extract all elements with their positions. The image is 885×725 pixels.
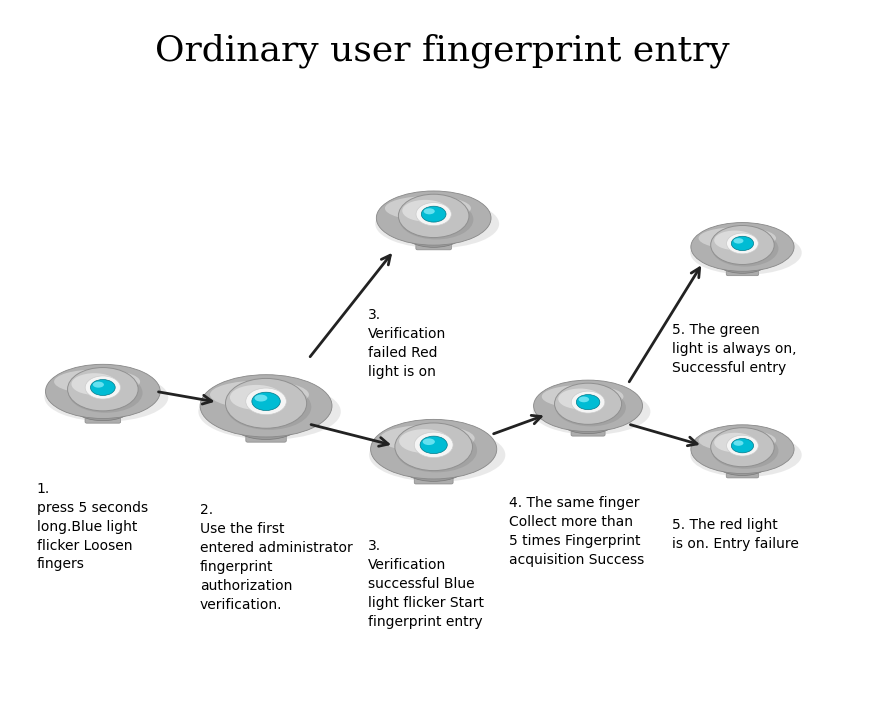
- Ellipse shape: [714, 433, 756, 452]
- Ellipse shape: [559, 407, 616, 434]
- Ellipse shape: [716, 450, 769, 476]
- Ellipse shape: [414, 432, 453, 457]
- Ellipse shape: [424, 208, 435, 215]
- Text: 5. The red light
is on. Entry failure: 5. The red light is on. Entry failure: [672, 518, 799, 551]
- Ellipse shape: [555, 384, 621, 424]
- Ellipse shape: [714, 231, 756, 250]
- Text: 2.
Use the first
entered administrator
fingerprint
authorization
verification.: 2. Use the first entered administrator f…: [200, 503, 352, 612]
- Ellipse shape: [712, 231, 779, 267]
- Ellipse shape: [68, 373, 142, 413]
- Ellipse shape: [711, 428, 774, 467]
- Ellipse shape: [252, 392, 281, 410]
- Ellipse shape: [371, 419, 496, 479]
- Ellipse shape: [200, 375, 332, 437]
- Ellipse shape: [731, 236, 753, 251]
- Ellipse shape: [716, 248, 769, 273]
- Ellipse shape: [698, 429, 776, 452]
- Ellipse shape: [395, 423, 473, 471]
- FancyBboxPatch shape: [414, 458, 453, 484]
- Ellipse shape: [93, 381, 104, 388]
- Ellipse shape: [558, 389, 602, 409]
- Ellipse shape: [398, 194, 469, 238]
- Ellipse shape: [556, 389, 626, 426]
- Ellipse shape: [226, 378, 306, 428]
- FancyBboxPatch shape: [416, 226, 451, 250]
- Ellipse shape: [72, 373, 118, 395]
- Text: 3.
Verification
failed Red
light is on: 3. Verification failed Red light is on: [367, 308, 446, 379]
- Ellipse shape: [232, 407, 300, 439]
- Ellipse shape: [403, 200, 448, 222]
- Ellipse shape: [404, 219, 464, 247]
- Ellipse shape: [399, 429, 450, 453]
- Ellipse shape: [67, 368, 138, 411]
- Ellipse shape: [399, 199, 473, 239]
- Ellipse shape: [576, 394, 600, 410]
- Ellipse shape: [690, 433, 802, 477]
- Ellipse shape: [369, 428, 505, 481]
- Text: 1.
press 5 seconds
long.Blue light
flicker Loosen
fingers: 1. press 5 seconds long.Blue light flick…: [36, 481, 148, 571]
- Ellipse shape: [691, 223, 794, 271]
- Ellipse shape: [734, 238, 743, 244]
- FancyBboxPatch shape: [727, 457, 758, 478]
- Ellipse shape: [727, 233, 758, 254]
- Text: 3.
Verification
successful Blue
light flicker Start
fingerprint entry: 3. Verification successful Blue light fl…: [367, 539, 483, 629]
- Text: 4. The same finger
Collect more than
5 times Fingerprint
acquisition Success: 4. The same finger Collect more than 5 t…: [509, 496, 644, 567]
- Ellipse shape: [44, 373, 168, 421]
- Ellipse shape: [230, 385, 282, 410]
- Ellipse shape: [85, 376, 120, 399]
- Ellipse shape: [73, 392, 133, 420]
- Ellipse shape: [691, 425, 794, 473]
- Ellipse shape: [533, 389, 650, 435]
- Ellipse shape: [421, 206, 446, 222]
- Ellipse shape: [401, 450, 466, 481]
- Ellipse shape: [375, 199, 499, 248]
- Text: Ordinary user fingerprint entry: Ordinary user fingerprint entry: [155, 34, 730, 68]
- Ellipse shape: [416, 202, 451, 225]
- Ellipse shape: [226, 384, 312, 430]
- Ellipse shape: [727, 435, 758, 456]
- Ellipse shape: [420, 436, 447, 454]
- Ellipse shape: [198, 384, 341, 439]
- FancyBboxPatch shape: [246, 415, 286, 442]
- Ellipse shape: [711, 225, 774, 265]
- Ellipse shape: [246, 388, 287, 415]
- Ellipse shape: [572, 392, 604, 413]
- Ellipse shape: [690, 231, 802, 275]
- Ellipse shape: [45, 364, 160, 418]
- Ellipse shape: [396, 428, 477, 472]
- Ellipse shape: [534, 380, 643, 431]
- FancyBboxPatch shape: [85, 399, 120, 423]
- Ellipse shape: [731, 439, 753, 453]
- Ellipse shape: [734, 440, 743, 446]
- Ellipse shape: [579, 397, 589, 402]
- Ellipse shape: [255, 394, 267, 402]
- Ellipse shape: [376, 191, 491, 245]
- Ellipse shape: [54, 370, 140, 394]
- Ellipse shape: [712, 433, 779, 469]
- FancyBboxPatch shape: [571, 414, 605, 436]
- Ellipse shape: [423, 439, 435, 445]
- Ellipse shape: [542, 385, 623, 408]
- FancyBboxPatch shape: [727, 254, 758, 276]
- Text: 5. The green
light is always on,
Successful entry: 5. The green light is always on, Success…: [672, 323, 796, 375]
- Ellipse shape: [90, 380, 115, 395]
- Ellipse shape: [210, 381, 309, 409]
- Ellipse shape: [380, 425, 474, 452]
- Ellipse shape: [385, 196, 471, 220]
- Ellipse shape: [698, 227, 776, 249]
